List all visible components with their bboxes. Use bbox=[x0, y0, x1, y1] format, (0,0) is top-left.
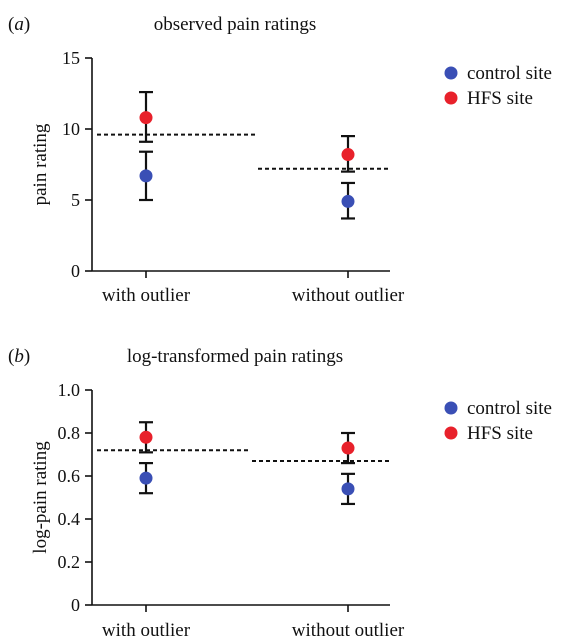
panel-b-legend-label: control site bbox=[467, 398, 552, 419]
panel-a-y-tick-label: 5 bbox=[71, 190, 80, 210]
panel-b-label: (b) bbox=[8, 346, 30, 367]
panel-b-y-tick-label: 0.2 bbox=[58, 552, 81, 572]
panel-a-y-tick-label: 0 bbox=[71, 261, 80, 281]
panel-b-y-tick-label: 0.8 bbox=[58, 423, 81, 443]
panel-b-x-tick-label: with outlier bbox=[102, 620, 191, 641]
panel-a-label: (a) bbox=[8, 14, 30, 35]
panel-b-legend-marker bbox=[444, 426, 458, 440]
panel-b-y-tick-label: 0.6 bbox=[58, 466, 81, 486]
panel-b-legend-marker bbox=[444, 401, 458, 415]
panel-b-y-tick-label: 0.4 bbox=[58, 509, 81, 529]
panel-a-data-point bbox=[341, 194, 355, 208]
panel-a-y-axis-label: pain rating bbox=[30, 123, 51, 205]
panel-b-title: log-transformed pain ratings bbox=[127, 346, 343, 367]
panel-b-x-tick-label: without outlier bbox=[292, 620, 405, 641]
panel-a-x-tick-label: with outlier bbox=[102, 285, 191, 306]
panel-a-legend-label: HFS site bbox=[467, 88, 533, 109]
panel-a-legend-marker bbox=[444, 66, 458, 80]
panel-a-y-tick-label: 10 bbox=[62, 119, 80, 139]
panel-a-y-tick-label: 15 bbox=[62, 48, 80, 68]
panel-b-legend-label: HFS site bbox=[467, 423, 533, 444]
panel-b-data-point bbox=[139, 430, 153, 444]
panel-a-data-point bbox=[139, 111, 153, 125]
panel-b-y-tick-label: 1.0 bbox=[58, 380, 81, 400]
panel-b-data-point bbox=[341, 441, 355, 455]
panel-b-data-point bbox=[341, 482, 355, 496]
panel-a-x-tick-label: without outlier bbox=[292, 285, 405, 306]
panel-a-legend-label: control site bbox=[467, 63, 552, 84]
panel-b-data-point bbox=[139, 471, 153, 485]
panel-b-y-tick-label: 0 bbox=[71, 595, 80, 615]
panel-b-y-axis-label: log-pain rating bbox=[30, 441, 51, 554]
panel-a-data-point bbox=[139, 169, 153, 183]
panel-a-legend-marker bbox=[444, 91, 458, 105]
panel-a-title: observed pain ratings bbox=[154, 14, 317, 35]
panel-a-data-point bbox=[341, 148, 355, 162]
